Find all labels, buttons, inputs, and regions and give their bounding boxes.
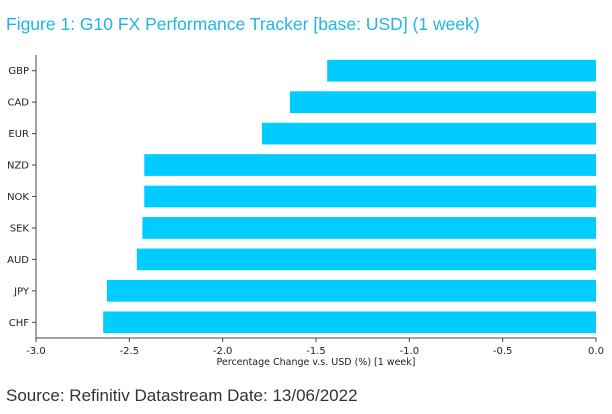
y-tick-label-gbp: GBP (8, 66, 29, 77)
bar-nzd (144, 154, 596, 176)
bar-eur (261, 122, 596, 145)
y-tick-label-aud: AUD (7, 255, 29, 266)
x-tick-label: -3.0 (26, 346, 46, 357)
x-tick-label: -1.0 (400, 346, 420, 357)
x-tick-label: -2.0 (213, 346, 233, 357)
bar-aud (136, 248, 597, 271)
bar-chf (103, 311, 596, 334)
x-tick-label: -0.5 (493, 346, 513, 357)
y-tick-label-cad: CAD (7, 98, 29, 109)
bar-nok (144, 185, 596, 208)
x-tick-label: 0.0 (588, 346, 604, 357)
y-tick-label-jpy: JPY (13, 286, 30, 297)
source-note: Source: Refinitiv Datastream Date: 13/06… (6, 386, 358, 405)
y-tick-label-chf: CHF (9, 318, 30, 329)
y-tick-label-nzd: NZD (7, 161, 29, 172)
bar-gbp (327, 59, 596, 82)
x-tick-label: -2.5 (120, 346, 140, 357)
x-tick-label: -1.5 (306, 346, 326, 357)
bar-sek (142, 217, 596, 239)
x-axis-label: Percentage Change v.s. USD (%) [1 week] (217, 357, 416, 368)
y-tick-label-sek: SEK (10, 223, 30, 234)
y-tick-label-eur: EUR (8, 129, 29, 140)
bar-cad (289, 91, 596, 114)
y-tick-label-nok: NOK (7, 192, 29, 203)
chart-title: Figure 1: G10 FX Performance Tracker [ba… (6, 14, 480, 34)
bar-jpy (106, 279, 596, 302)
